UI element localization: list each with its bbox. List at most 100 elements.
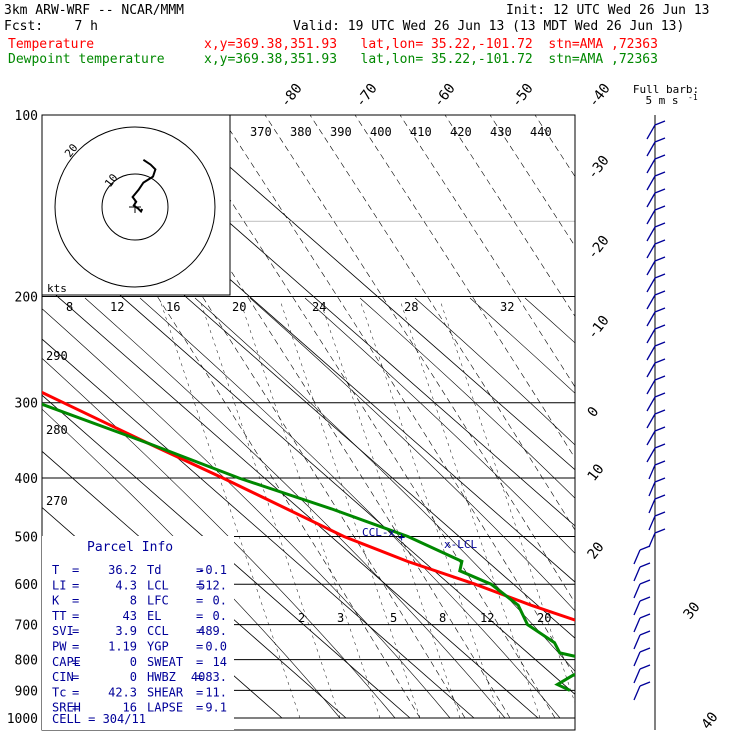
dewpoint-legend-label: Dewpoint temperature: [8, 52, 165, 67]
moist-adiabat-line: [399, 115, 575, 388]
isotherm-line: [42, 226, 575, 695]
pressure-label-400: 400: [15, 472, 38, 487]
parcel-key-PW: PW: [52, 640, 67, 654]
parcel-value-CAPE: 0: [130, 655, 137, 669]
wind-barb-flag: [639, 562, 651, 568]
wind-barb-flag: [654, 358, 666, 364]
wind-barb-flag: [654, 239, 666, 245]
wind-barb-flag: [639, 579, 651, 585]
parcel-eq: =: [196, 685, 203, 699]
wind-barb: [648, 464, 656, 480]
dry-adiabat-line: [524, 297, 575, 344]
wind-barb-flag: [654, 222, 666, 228]
parcel-eq: =: [72, 655, 79, 669]
wind-barb: [646, 328, 656, 344]
wind-barb-flag: [654, 494, 666, 500]
wind-barb-flag: [654, 324, 666, 330]
wind-barb: [648, 532, 656, 548]
wind-barb: [646, 124, 656, 140]
dewpoint-station-info: x,y=369.38,351.93 lat,lon= 35.22,-101.72…: [204, 52, 658, 67]
mixing-ratio-label-lower-5: 5: [390, 611, 397, 625]
mixing-ratio-label-32: 32: [500, 300, 514, 314]
mixing-ratio-line: [239, 299, 381, 719]
parcel-value-SVI: 3.9: [115, 624, 137, 638]
wind-barb-flag: [654, 273, 666, 279]
parcel-eq: =: [196, 609, 203, 623]
moist-adiabat-line: [174, 115, 556, 719]
wind-barb: [633, 583, 641, 599]
mixing-ratio-label-lower-12: 12: [480, 611, 494, 625]
parcel-value-SWEAT: 14: [213, 655, 227, 669]
wind-barb: [646, 345, 656, 361]
isotherm-label--70: -70: [353, 81, 381, 111]
isotherm-label--20: -20: [585, 233, 613, 263]
parcel-value-LCL: 512.: [198, 578, 227, 592]
wind-barb: [646, 192, 656, 208]
temperature-legend-label: Temperature: [8, 37, 95, 52]
pressure-label-600: 600: [15, 578, 38, 593]
dry-adiabat-line: [194, 297, 575, 672]
mixing-ratio-line: [279, 299, 421, 719]
mixing-ratio-label-28: 28: [404, 300, 418, 314]
moist-adiabat-line: [219, 115, 575, 678]
parcel-info-title: Parcel Info: [87, 540, 173, 555]
moist-adiabat-line: [264, 115, 575, 604]
hodograph-ring-label-20: 20: [62, 141, 80, 159]
isotherm-line: [42, 282, 539, 719]
parcel-value-LAPSE: 9.1: [205, 701, 227, 715]
wind-barb: [646, 294, 656, 310]
mixing-ratio-label-lower-20: 20: [537, 611, 551, 625]
parcel-eq: =: [196, 655, 203, 669]
hodograph-trace: [131, 158, 157, 214]
wind-barb-flag: [654, 392, 666, 398]
pressure-label-100: 100: [15, 109, 38, 124]
parcel-eq: =: [196, 701, 203, 715]
lcl-marker: x-LCL: [444, 538, 477, 551]
parcel-key-CAPE: CAPE: [52, 655, 81, 669]
dry-adiabat-line: [304, 297, 575, 554]
pressure-label-200: 200: [15, 291, 38, 306]
wind-barb: [646, 260, 656, 276]
parcel-value-LI: 4.3: [115, 578, 137, 592]
parcel-key-SHEAR: SHEAR: [147, 685, 184, 699]
hodograph-frame: [41, 114, 231, 296]
isotherm-label--10: -10: [585, 313, 613, 343]
moist-adiabat-line: [129, 115, 511, 719]
mixing-ratio-label-20: 20: [232, 300, 246, 314]
parcel-key-LFC: LFC: [147, 594, 169, 608]
parcel-value-EL: 0.: [213, 609, 227, 623]
wind-barb-flag: [654, 290, 666, 296]
parcel-value-CIN: 0: [130, 670, 137, 684]
isotherm-label--50: -50: [509, 81, 537, 111]
wind-barb: [633, 685, 641, 701]
theta-label-290: 290: [46, 349, 68, 363]
wind-barb-flag: [639, 596, 651, 602]
pressure-label-500: 500: [15, 530, 38, 545]
wind-barb: [646, 362, 656, 378]
parcel-value-PW: 1.19: [108, 640, 137, 654]
isotherm-label-30: 30: [681, 599, 704, 622]
dry-adiabat-line: [414, 297, 575, 446]
wind-barb: [633, 617, 641, 633]
wind-barb-flag: [654, 120, 666, 126]
wind-barb-flag: [654, 443, 666, 449]
barb-legend-line1: Full barb:: [633, 83, 699, 96]
wind-barb: [646, 209, 656, 225]
parcel-eq: =: [72, 624, 79, 638]
mixing-ratio-label-lower-3: 3: [337, 611, 344, 625]
mixing-ratio-label-lower-8: 8: [439, 611, 446, 625]
moist-adiabat-line: [534, 115, 575, 178]
wind-barb-flag: [654, 511, 666, 517]
parcel-eq: =: [72, 701, 79, 715]
parcel-key-SREH: SREH: [52, 701, 81, 715]
isotherm-label-20: 20: [585, 539, 608, 562]
wind-barb: [633, 634, 641, 650]
pressure-label-1000: 1000: [7, 712, 38, 727]
init-time: Init: 12 UTC Wed 26 Jun 13: [506, 3, 710, 18]
wind-barb-flag: [654, 375, 666, 381]
isotherm-label--30: -30: [585, 153, 613, 183]
wind-barb: [648, 481, 656, 497]
valid-time: Valid: 19 UTC Wed 26 Jun 13 (13 MDT Wed …: [293, 19, 685, 34]
wind-barb: [633, 549, 641, 565]
